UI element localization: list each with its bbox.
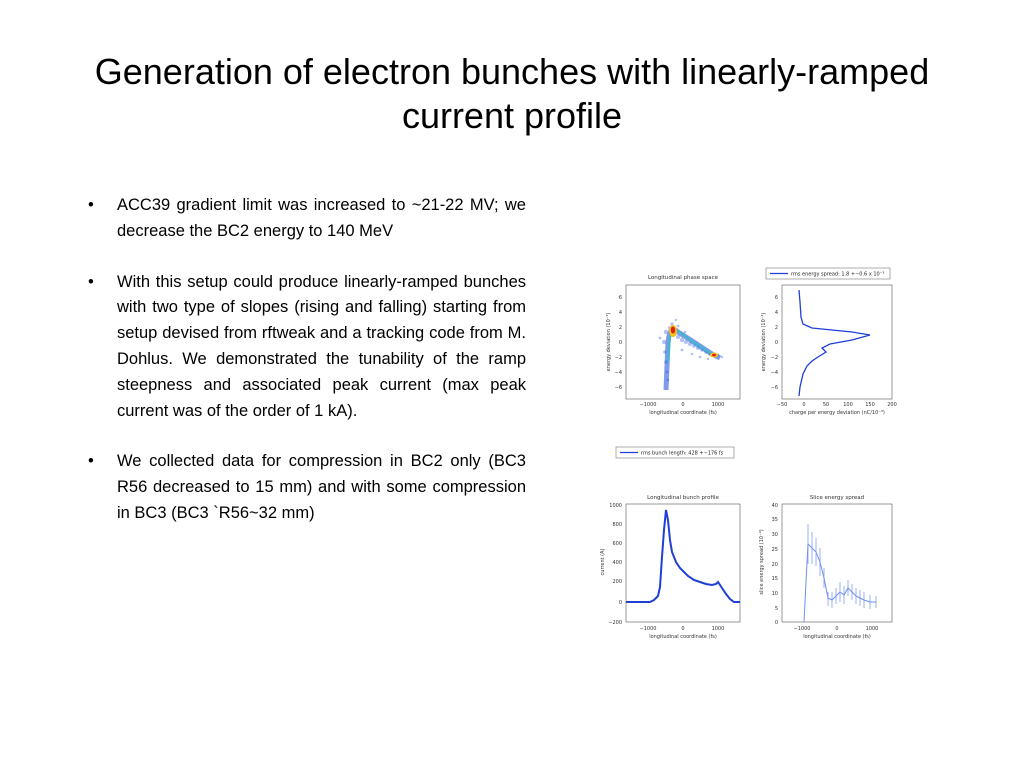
proj-xlabel: charge per energy deviation (nC/10⁻³): [789, 410, 885, 416]
profile-xtick: 0: [681, 626, 684, 632]
proj-ytick: 6: [775, 295, 778, 301]
proj-ytick: −6: [771, 385, 778, 391]
bullet-icon: •: [88, 196, 94, 214]
bullet-item: • ACC39 gradient limit was increased to …: [88, 193, 526, 245]
slice-ytick: 25: [772, 547, 778, 553]
profile-ytick: 200: [612, 579, 622, 585]
profile-xtick: −1000: [640, 626, 657, 632]
legend-bunch-length-text: rms bunch length: 428 +−176 fs: [641, 451, 724, 457]
bullet-item: • We collected data for compression in B…: [88, 449, 526, 526]
phase-ytick: 6: [619, 295, 622, 301]
proj-xtick: 50: [823, 402, 829, 408]
proj-ylabel: energy deviation (10⁻³): [761, 313, 767, 372]
profile-ytick: −200: [608, 620, 622, 626]
bunch-profile-line: [626, 509, 740, 603]
figure-svg: rms energy spread: 1.8 +−0.6 x 10⁻³ Long…: [600, 267, 897, 640]
phase-ytick: 4: [619, 310, 622, 316]
energy-projection-panel: 6 4 2 0 −2 −4 −6 −50 0 50 100 150 200 ch…: [761, 284, 897, 416]
proj-xtick: −50: [777, 402, 788, 408]
phase-xtick: 1000: [712, 402, 725, 408]
slice-xtick: −1000: [794, 626, 811, 632]
bullet-list: • ACC39 gradient limit was increased to …: [88, 193, 526, 552]
proj-xtick: 0: [802, 402, 805, 408]
slice-ylabel: slice energy spread (10⁻⁴): [759, 529, 765, 594]
phase-ytick: −6: [615, 385, 622, 391]
slice-ytick: 40: [772, 503, 778, 509]
bunch-profile-panel: Longitudinal bunch profile 1000 800 600 …: [600, 495, 741, 640]
bullet-item: • With this setup could produce linearly…: [88, 270, 526, 425]
bullet-icon: •: [88, 452, 94, 471]
proj-ytick: 4: [775, 310, 778, 316]
proj-ytick: 0: [775, 340, 778, 346]
legend-bunch-length: rms bunch length: 428 +−176 fs: [615, 446, 735, 459]
slice-ytick: 5: [775, 606, 778, 612]
legend-energy-spread-text: rms energy spread: 1.8 +−0.6 x 10⁻³: [791, 272, 884, 278]
slide-title-line2: current profile: [401, 95, 623, 136]
measurement-figure: rms energy spread: 1.8 +−0.6 x 10⁻³ Long…: [582, 262, 912, 652]
profile-ytick: 400: [612, 560, 622, 566]
slice-ytick: 15: [772, 576, 778, 582]
proj-ytick: 2: [775, 325, 778, 331]
energy-projection-line: [798, 289, 871, 397]
phase-space-panel: Longitudinal phase space 6 4 2 0 −2 −4 −…: [606, 275, 741, 416]
profile-ylabel: current (A): [600, 548, 606, 575]
proj-ytick: −4: [771, 370, 778, 376]
slice-spread-panel: Slice energy spread 40 35 30 25 20 15 10…: [759, 495, 893, 640]
proj-xtick: 150: [865, 402, 875, 408]
slice-spread-errorbars: [807, 524, 877, 609]
phase-ytick: 2: [619, 325, 622, 331]
bullet-text: We collected data for compression in BC2…: [117, 452, 526, 522]
proj-ytick: −2: [771, 355, 778, 361]
slice-ytick: 0: [775, 620, 778, 626]
phase-xtick: −1000: [640, 402, 657, 408]
legend-energy-spread: rms energy spread: 1.8 +−0.6 x 10⁻³: [765, 267, 891, 280]
proj-xtick: 200: [887, 402, 897, 408]
phase-ytick: 0: [619, 340, 622, 346]
phase-space-title: Longitudinal phase space: [648, 275, 719, 281]
phase-ylabel: energy deviation (10⁻³): [606, 313, 612, 372]
slice-ytick: 35: [772, 517, 778, 523]
profile-ytick: 800: [612, 522, 622, 528]
profile-ytick: 0: [619, 600, 622, 606]
phase-ytick: −4: [615, 370, 622, 376]
bunch-profile-title: Longitudinal bunch profile: [647, 495, 719, 501]
profile-ytick: 1000: [609, 503, 622, 509]
proj-xtick: 100: [843, 402, 853, 408]
slice-spread-title: Slice energy spread: [810, 495, 864, 501]
slice-xtick: 0: [835, 626, 838, 632]
phase-xtick: 0: [681, 402, 684, 408]
slice-ytick: 20: [772, 562, 778, 568]
slice-ytick: 10: [772, 591, 778, 597]
profile-ytick: 600: [612, 541, 622, 547]
slice-xtick: 1000: [866, 626, 879, 632]
slice-xlabel: longitudinal coordinate (fs): [803, 634, 871, 640]
slide-title-line1: Generation of electron bunches with line…: [94, 51, 930, 92]
profile-xtick: 1000: [712, 626, 725, 632]
profile-xlabel: longitudinal coordinate (fs): [649, 634, 717, 640]
bullet-text: ACC39 gradient limit was increased to ~2…: [117, 196, 526, 240]
phase-ytick: −2: [615, 355, 622, 361]
bullet-text: With this setup could produce linearly-r…: [117, 272, 526, 420]
slice-ytick: 30: [772, 532, 778, 538]
bullet-icon: •: [88, 272, 94, 291]
slide-title: Generation of electron bunches with line…: [40, 50, 984, 138]
phase-xlabel: longitudinal coordinate (fs): [649, 410, 717, 416]
